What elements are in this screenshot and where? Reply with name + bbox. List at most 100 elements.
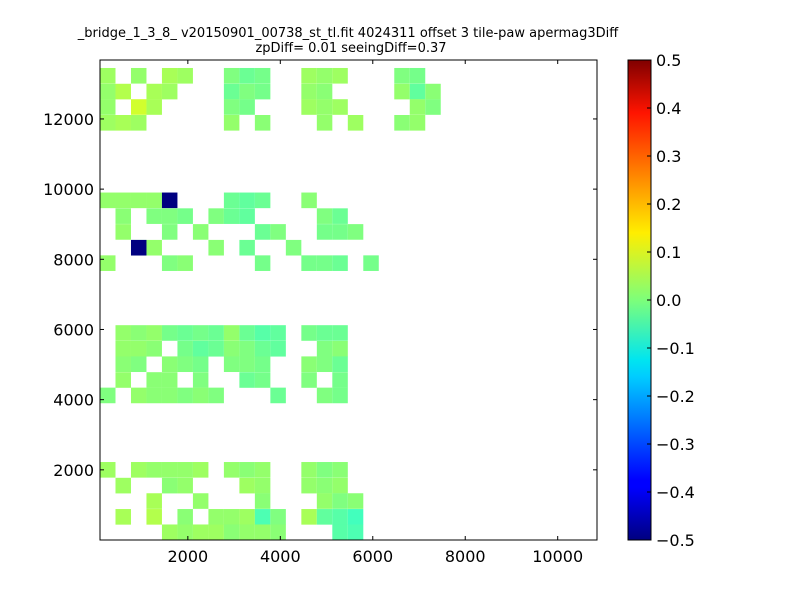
heatmap-cell xyxy=(223,99,240,115)
heatmap-cell xyxy=(332,224,348,240)
heatmap-cell xyxy=(192,493,209,509)
x-tick-label: 4000 xyxy=(260,547,301,566)
heatmap-cell xyxy=(161,325,178,341)
heatmap-cell xyxy=(332,493,348,509)
chart-title-line2: zpDiff= 0.01 seeingDiff=0.37 xyxy=(255,41,446,56)
heatmap-cell xyxy=(208,325,224,341)
heatmap-cell xyxy=(192,372,209,388)
heatmap-cell xyxy=(254,462,271,478)
heatmap-cell xyxy=(270,509,286,525)
heatmap-cell xyxy=(130,356,147,373)
heatmap-cell xyxy=(239,524,255,541)
heatmap-cell xyxy=(332,462,348,478)
heatmap-cell xyxy=(301,509,317,525)
heatmap-cell xyxy=(130,462,147,478)
heatmap-cell xyxy=(254,509,271,525)
heatmap-cell xyxy=(115,224,131,240)
heatmap-cell xyxy=(347,224,364,240)
heatmap-cell xyxy=(270,325,286,341)
heatmap-cell xyxy=(177,524,193,541)
heatmap-cell xyxy=(208,340,224,357)
heatmap-cell xyxy=(223,208,240,224)
heatmap-cell xyxy=(146,325,162,341)
heatmap-cell xyxy=(239,477,255,494)
heatmap-cell xyxy=(254,115,271,131)
heatmap-cell xyxy=(332,509,348,525)
heatmap-cell xyxy=(161,524,178,541)
heatmap-cell xyxy=(100,99,116,115)
heatmap-cell xyxy=(254,493,271,509)
heatmap-cell xyxy=(239,340,255,357)
heatmap-cell xyxy=(208,387,224,404)
heatmap-cell xyxy=(223,524,240,541)
heatmap-cell xyxy=(239,356,255,373)
heatmap-cell xyxy=(161,356,178,373)
heatmap-cell xyxy=(130,192,147,209)
heatmap-cell xyxy=(146,192,162,209)
heatmap-cell xyxy=(316,493,333,509)
heatmap-cell xyxy=(239,372,255,388)
heatmap-cell xyxy=(115,477,131,494)
heatmap-cell xyxy=(146,208,162,224)
heatmap-cell xyxy=(177,208,193,224)
heatmap-cell xyxy=(177,340,193,357)
heatmap-cell xyxy=(409,99,426,115)
heatmap-cell xyxy=(100,192,116,209)
heatmap-cell xyxy=(161,208,178,224)
heatmap-cell xyxy=(177,387,193,404)
heatmap-cell xyxy=(161,83,178,100)
heatmap-cell xyxy=(316,208,333,224)
heatmap-cell xyxy=(161,192,178,209)
heatmap-cell xyxy=(100,255,116,271)
heatmap-cell xyxy=(239,509,255,525)
colorbar-ticks: 0.5 0.4 0.3 0.2 0.1 0.0 −0.1 −0.2 −0.3 −0.4 −0.5 xyxy=(647,51,695,550)
heatmap-cell xyxy=(332,372,348,388)
heatmap-cell xyxy=(177,67,193,84)
heatmap-cell xyxy=(301,192,317,209)
heatmap-cell xyxy=(394,83,410,100)
colorbar-tick-label: 0.5 xyxy=(656,51,681,70)
heatmap-cell xyxy=(146,372,162,388)
heatmap-cell xyxy=(115,372,131,388)
heatmap-cell xyxy=(223,462,240,478)
heatmap-cell xyxy=(301,67,317,84)
heatmap-cell xyxy=(177,477,193,494)
heatmap-cell xyxy=(254,255,271,271)
heatmap-cell xyxy=(254,372,271,388)
heatmap-cell xyxy=(239,83,255,100)
heatmap-cell xyxy=(161,67,178,84)
heatmap-cell xyxy=(177,356,193,373)
heatmap-cell xyxy=(347,509,364,525)
heatmap-cell xyxy=(100,83,116,100)
colorbar-tick-label: −0.2 xyxy=(656,387,695,406)
y-tick-label: 2000 xyxy=(53,461,94,480)
heatmap-cell xyxy=(316,340,333,357)
colorbar-tick-label: −0.4 xyxy=(656,483,695,502)
heatmap-cell xyxy=(254,325,271,341)
heatmap-cell xyxy=(100,387,116,404)
heatmap-cell xyxy=(239,67,255,84)
x-tick-label: 6000 xyxy=(352,547,393,566)
heatmap-cell xyxy=(316,67,333,84)
heatmap-cell xyxy=(316,255,333,271)
heatmap-cell xyxy=(270,524,286,541)
heatmap-cell xyxy=(223,509,240,525)
heatmap-cell xyxy=(239,208,255,224)
colorbar-tick-label: 0.4 xyxy=(656,99,681,118)
heatmap-cell xyxy=(316,325,333,341)
heatmap-cell xyxy=(270,387,286,404)
heatmap-cell xyxy=(146,340,162,357)
heatmap-cell xyxy=(161,477,178,494)
plot-area-frame xyxy=(99,59,598,541)
heatmap-cell xyxy=(130,67,147,84)
heatmap-cell xyxy=(192,224,209,240)
heatmap-cell xyxy=(192,340,209,357)
heatmap-cell xyxy=(363,255,379,271)
heatmap-cell xyxy=(301,99,317,115)
heatmap-cell xyxy=(301,255,317,271)
y-tick-label: 4000 xyxy=(53,391,94,410)
heatmap-cell xyxy=(332,99,348,115)
y-tick-label: 8000 xyxy=(53,250,94,269)
heatmap-cell xyxy=(130,387,147,404)
heatmap-cell xyxy=(223,115,240,131)
